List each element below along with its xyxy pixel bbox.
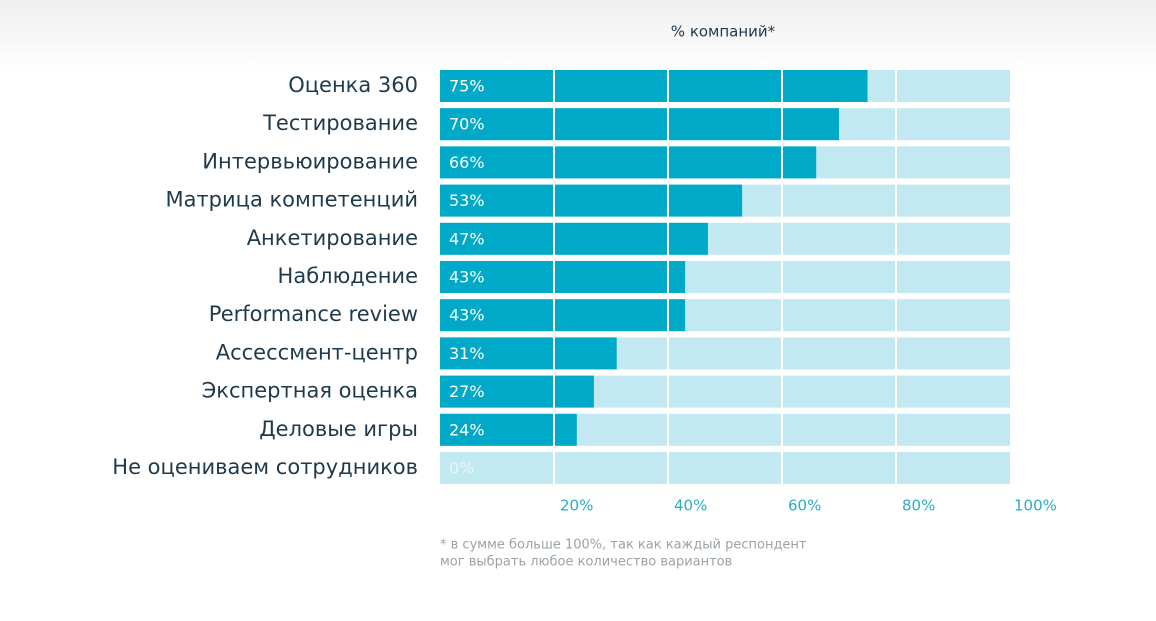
footnote: * в сумме больше 100%, так как каждый ре… (440, 538, 807, 553)
bar (440, 222, 708, 255)
category-label: Анкетирование (247, 226, 418, 250)
category-label: Ассессмент-центр (216, 340, 418, 364)
category-label: Не оцениваем сотрудников (112, 455, 418, 479)
value-label: 75% (449, 77, 485, 96)
x-tick-label: 40% (674, 497, 707, 515)
value-label: 43% (449, 306, 485, 325)
bar (440, 337, 617, 370)
value-label: 43% (449, 268, 485, 287)
value-label: 66% (449, 153, 485, 172)
value-label: 53% (449, 191, 485, 210)
bar (440, 146, 817, 179)
x-tick-label: 100% (1014, 497, 1057, 515)
bar (440, 184, 743, 217)
x-tick-label: 20% (560, 497, 593, 515)
value-label: 24% (449, 420, 485, 439)
bar (440, 375, 594, 408)
bar (440, 261, 686, 293)
bar-track (440, 452, 1010, 484)
value-label: 27% (449, 382, 485, 401)
category-label: Тестирование (262, 111, 418, 135)
x-tick-label: 80% (902, 497, 935, 515)
category-label: Интервьюирование (202, 149, 418, 173)
x-tick-label: 60% (788, 497, 821, 515)
value-label: 31% (449, 344, 485, 363)
category-label: Матрица компетенций (165, 188, 418, 212)
bar (440, 108, 839, 141)
axis-label: % компаний* (671, 23, 776, 41)
bar (440, 70, 868, 102)
value-label: 47% (449, 229, 485, 248)
category-label: Performance review (209, 302, 418, 326)
bar (440, 299, 686, 332)
footnote: мог выбрать любое количество вариантов (440, 555, 732, 570)
category-label: Наблюдение (278, 264, 418, 288)
category-label: Экспертная оценка (202, 379, 418, 403)
value-label: 70% (449, 115, 485, 134)
category-label: Оценка 360 (288, 73, 418, 97)
value-label: 0% (449, 459, 474, 478)
category-label: Деловые игры (259, 417, 418, 441)
